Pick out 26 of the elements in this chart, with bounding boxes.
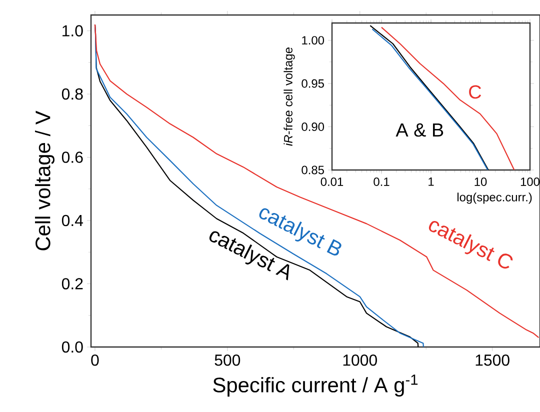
y-tick-label: 1.00 [302, 36, 324, 45]
y-tick-label: 0.6 [62, 152, 83, 163]
y-tick-label: 1.0 [62, 25, 83, 36]
x-tick-label: 0.1 [374, 178, 390, 186]
y-tick-label: 0.4 [62, 214, 84, 226]
line-series [94, 24, 540, 338]
x-axis-title: Specific current / A g$^{-1}$ [213, 374, 418, 397]
x-axis-title: log(spec.curr.) [457, 192, 532, 204]
y-axis-title: iR-free cell voltage [284, 48, 295, 146]
x-tick-label: 100 [520, 178, 540, 186]
x-tick-label: 1500 [476, 354, 510, 366]
y-tick-label: 0.85 [302, 166, 324, 174]
y-tick-label: 0.0 [62, 341, 83, 353]
annotation: A & B [396, 123, 444, 137]
x-tick-label: 500 [214, 354, 240, 366]
x-tick-label: 10 [474, 178, 487, 186]
y-axis-title: Cell voltage / V [34, 110, 54, 250]
x-tick-label: 0.01 [320, 178, 344, 186]
x-tick-label: 1 [428, 178, 434, 186]
y-tick-label: 0.95 [302, 79, 324, 88]
x-tick-label: 0 [91, 354, 99, 366]
y-tick-label: 0.90 [302, 122, 324, 131]
annotation: C [469, 85, 482, 99]
y-tick-label: 0.8 [62, 88, 83, 100]
y-tick-label: 0.2 [62, 278, 83, 290]
x-tick-label: 1000 [343, 354, 377, 366]
